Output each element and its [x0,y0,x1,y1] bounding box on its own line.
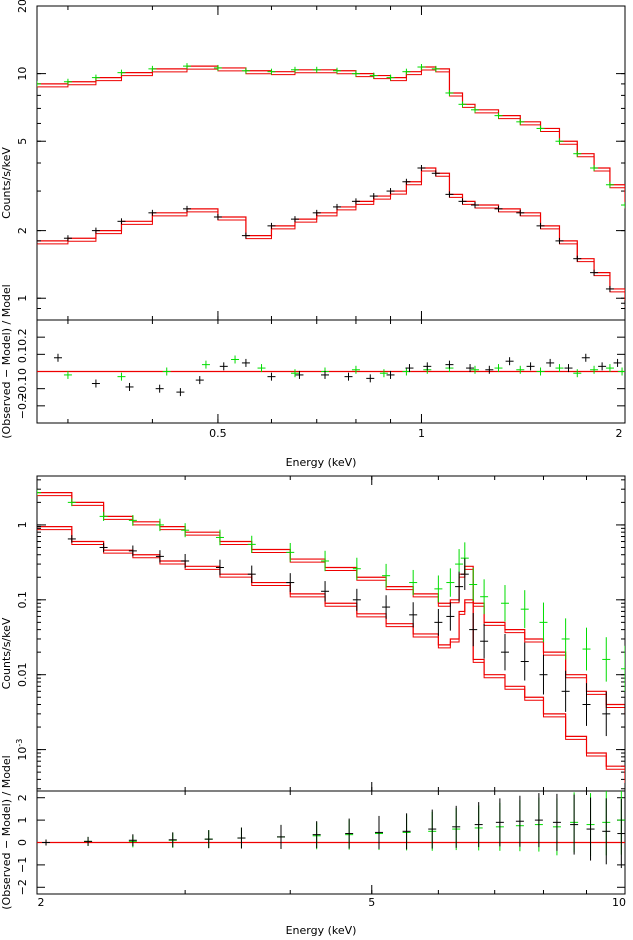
x-tick-label: 0.5 [209,427,227,440]
resid-y-tick-label: 0 [16,368,29,375]
x-tick-label: 1 [418,427,425,440]
resid-y-tick-label: 0.1 [16,346,29,364]
y-tick-label: 10 [16,67,29,81]
model-line-0 [37,65,625,206]
resid-y-tick-label: −1 [16,857,29,873]
resid-y-axis-label: (Observed − Model) / Model [0,755,13,909]
x-axis-label: Energy (keV) [286,924,357,937]
y-tick-label: 1 [16,295,29,302]
y-tick-label: 5 [16,138,29,145]
x-tick-label: 5 [368,896,375,909]
resid-y-tick-label: −0.2 [16,392,29,419]
panel-top: 0.5 1 2 Energy (keV) 1 2 5 10 20 Counts/s/keV −0.2… [0,0,626,469]
model-line-1-lower [37,170,625,307]
resid-y-tick-label: 0 [16,839,29,846]
model-line-0-lower [37,68,625,209]
resid-y-tick-label: 2 [16,794,29,801]
main-data-layer [37,489,625,783]
resid-y-tick-label: −0.1 [16,375,29,402]
main-plot-frame [36,475,626,792]
y-axis-label: Counts/s/keV [0,147,13,219]
y-tick-label: 0.1 [16,591,29,609]
y-tick-label: 2 [16,227,29,234]
x-axis-label: Energy (keV) [286,456,357,469]
resid-y-axis-label: (Observed − Model) / Model [0,284,13,438]
y-tick-label: 10-3 [15,739,30,761]
resid-y-tick-label: 1 [16,817,29,824]
model-line-1 [37,167,625,304]
y-axis-label: Counts/s/keV [0,617,13,689]
model-line-1 [37,525,625,780]
y-tick-label: 20 [16,0,29,13]
residual-data-layer [37,791,625,869]
y-tick-label: 1 [16,521,29,528]
resid-y-tick-label: 0.2 [16,328,29,346]
residual-data-layer [37,353,625,397]
x-tick-label: 2 [38,896,45,909]
resid-y-tick-label: −2 [16,879,29,895]
model-line-1-lower [37,529,625,783]
main-data-layer [37,63,625,307]
x-tick-label: 2 [616,427,623,440]
main-plot-frame [36,5,626,321]
y-tick-label: 0.01 [16,662,29,687]
x-tick-label: 10 [612,896,626,909]
